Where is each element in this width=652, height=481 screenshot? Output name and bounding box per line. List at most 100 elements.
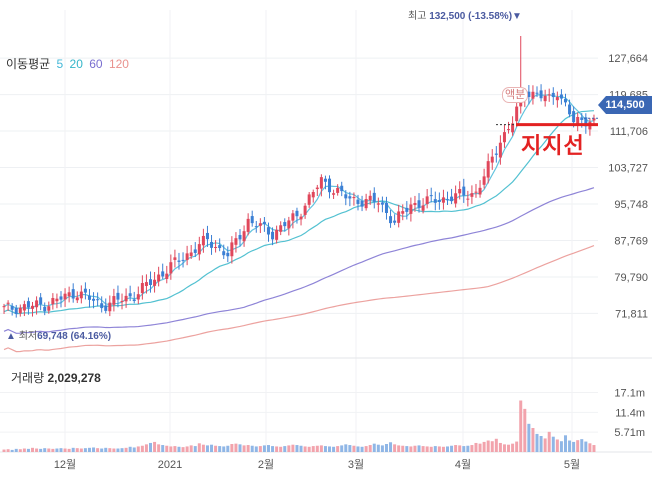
volume-bar: [87, 447, 91, 452]
candle-body: [214, 246, 218, 248]
candle-body: [376, 203, 380, 205]
candle-body: [450, 196, 454, 202]
volume-bar: [275, 446, 279, 452]
x-tick-label: 5월: [564, 458, 580, 471]
volume-bar: [539, 436, 543, 452]
volume-bar: [55, 448, 59, 452]
volume-bar: [230, 444, 234, 452]
candle-body: [51, 298, 55, 305]
candle-body: [67, 292, 71, 297]
candle-body: [169, 262, 173, 274]
candle-body: [104, 305, 108, 311]
volume-bar: [177, 446, 181, 452]
candle-body: [482, 176, 486, 185]
candle-body: [340, 185, 344, 192]
candle-body: [157, 274, 161, 282]
candle-body: [177, 260, 181, 262]
volume-bar: [368, 445, 372, 452]
candle-body: [592, 118, 596, 121]
volume-bar: [551, 436, 555, 452]
max-price-label: 최고 132,500 (-13.58%)▼: [408, 7, 522, 22]
candle-body: [364, 199, 368, 209]
volume-bar: [531, 428, 535, 452]
volume-bar: [511, 443, 515, 452]
candle-body: [193, 249, 197, 253]
candle-body: [502, 132, 506, 143]
volume-bar: [450, 445, 454, 452]
volume-bar: [132, 447, 136, 452]
volume-bar: [153, 441, 157, 452]
volume-bar: [568, 440, 572, 452]
price-tick-label: 71,811: [615, 308, 648, 320]
volume-bar: [47, 448, 51, 452]
volume-bar: [348, 445, 352, 452]
volume-bar: [214, 445, 218, 452]
volume-tick-label: 17.1m: [614, 388, 645, 400]
candle-body: [254, 226, 258, 228]
current-price-badge: 114,500: [598, 96, 652, 114]
x-tick-label: 4월: [455, 458, 471, 471]
candle-body: [397, 211, 401, 223]
volume-title: 거래량: [11, 371, 45, 385]
candle-body: [71, 289, 75, 299]
candle-body: [486, 161, 490, 178]
volume-bar: [234, 443, 238, 452]
candle-body: [405, 207, 409, 212]
volume-bar: [10, 449, 14, 452]
volume-bar: [2, 449, 6, 452]
volume-bar: [100, 448, 104, 452]
candle-body: [140, 283, 144, 294]
candle-body: [421, 205, 425, 211]
volume-bar: [218, 446, 222, 452]
min-price-label: ▲ 최저69,748 (64.16%): [6, 327, 111, 342]
candle-body: [262, 221, 266, 225]
volume-bar: [18, 449, 22, 452]
candle-body: [563, 98, 567, 103]
candle-body: [189, 252, 193, 257]
candle-body: [234, 238, 238, 245]
candle-body: [458, 189, 462, 194]
x-tick-label: 12월: [54, 458, 76, 471]
volume-bar: [507, 444, 511, 452]
candle-body: [14, 307, 18, 314]
volume-bar: [559, 441, 563, 452]
candle-body: [222, 251, 226, 256]
candle-body: [413, 202, 417, 206]
candle-body: [96, 299, 100, 301]
candle-body: [275, 229, 279, 240]
volume-bar: [417, 445, 421, 452]
candle-body: [18, 307, 22, 314]
volume-bar: [425, 446, 429, 452]
volume-bar: [384, 444, 388, 452]
volume-bar: [466, 445, 470, 452]
candle-body: [246, 218, 250, 232]
min-marker-icon: ▲: [6, 331, 16, 342]
volume-bar: [344, 444, 348, 452]
min-value: 69,748 (64.16%): [37, 331, 112, 342]
volume-bar: [319, 445, 323, 452]
candle-body: [454, 193, 458, 204]
candle-body: [531, 91, 535, 99]
volume-bar: [181, 447, 185, 452]
candle-body: [319, 177, 323, 189]
volume-bar: [340, 445, 344, 452]
candle-body: [356, 199, 360, 204]
volume-bar: [523, 408, 527, 452]
candle-body: [559, 94, 563, 99]
candle-body: [2, 306, 6, 308]
volume-bar: [279, 446, 283, 452]
candle-body: [161, 271, 165, 277]
x-tick-label: 2021: [158, 459, 182, 471]
volume-bar: [421, 446, 425, 452]
candle-body: [409, 204, 413, 214]
candle-body: [136, 294, 140, 300]
candle-body: [258, 223, 262, 226]
volume-bar: [299, 445, 303, 452]
volume-bar: [173, 446, 177, 452]
stock-split-badge[interactable]: 액분: [502, 87, 529, 103]
volume-bar: [193, 446, 197, 452]
volume-bar: [287, 445, 291, 452]
candle-body: [100, 303, 104, 309]
